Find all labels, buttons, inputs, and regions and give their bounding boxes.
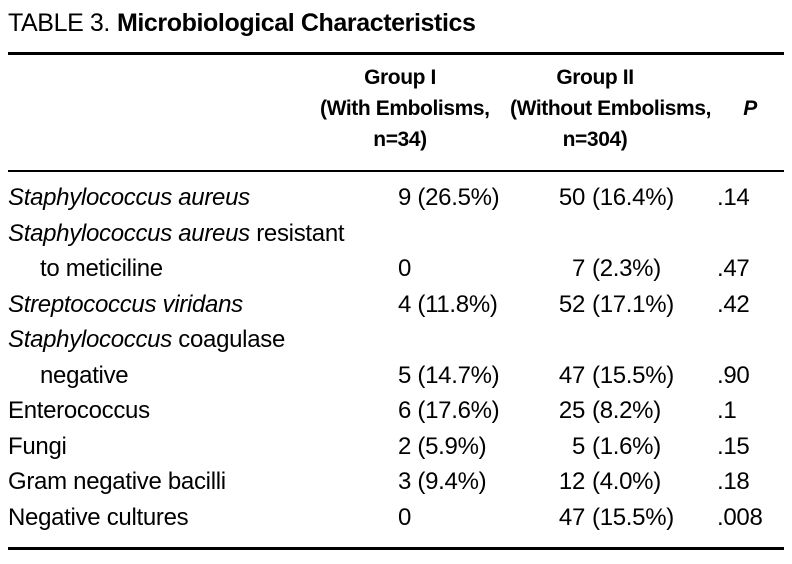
header-p-value: P [743,97,757,120]
group1-value [320,322,480,358]
header-empty-cell [8,62,320,155]
divider-header-rule [8,170,784,172]
paper-table-figure: TABLE 3. Microbiological Characteristics … [0,7,792,550]
row-label: Gram negative bacilli [8,464,320,500]
header-group1-line3: n=34) [373,128,427,151]
group2-count: 47 [558,503,585,531]
group2-count: 52 [558,290,585,318]
row-label: to meticiline [8,251,320,287]
group2-percent: (2.3%) [592,255,661,282]
table-row: Fungi 2 (5.9%) 5 (1.6%) .15 [8,429,784,465]
p-value: .1 [717,397,737,424]
group1-value: 5 (14.7%) [398,361,500,389]
group2-value: 7 (2.3%) [480,251,680,287]
group1-value: 0 [398,255,412,282]
table-row: Gram negative bacilli 3 (9.4%) 12 (4.0%) … [8,464,784,500]
group2-count: 7 [571,255,585,282]
p-value: .47 [717,255,750,282]
group2-percent: (17.1%) [592,290,674,318]
table-number-label: TABLE 3. [8,9,110,37]
group2-count: 5 [571,432,585,460]
row-label: Enterococcus [8,393,320,429]
row-label-text: to meticiline [40,255,163,282]
table-body: Staphylococcus aureus 9 (26.5%) 50 (16.4%… [8,172,784,535]
group2-percent: (4.0%) [592,468,661,495]
row-label: negative [8,358,320,394]
group2-count: 12 [558,468,585,495]
divider-bottom-rule [8,547,784,550]
row-label: Streptococcus viridans [8,287,320,323]
row-label-text: Enterococcus [8,397,150,424]
organism-name: Staphylococcus aureus [8,184,250,211]
group2-value: 25 (8.2%) [480,393,680,429]
divider-top-rule [8,52,784,55]
organism-name: Staphylococcus [8,326,172,353]
header-group1: Group I (With Embolisms, n=34) [320,62,490,155]
p-value: .90 [717,361,750,389]
group2-value [480,322,680,358]
p-value [680,216,784,252]
group1-value: 6 (17.6%) [398,397,500,424]
table-title: TABLE 3. Microbiological Characteristics [8,7,784,39]
group2-count: 25 [558,397,585,424]
header-group1-line1: Group I [364,66,436,89]
group2-value: 50 (16.4%) [480,180,680,216]
p-value: .18 [717,468,750,495]
row-label-text: resistant [249,219,345,247]
row-label-text: Negative cultures [8,503,189,531]
group2-value: 47 (15.5%) [480,500,680,536]
row-label: Fungi [8,429,320,465]
group2-percent: (16.4%) [592,184,674,211]
header-group2-line2: (Without Embolisms, [510,97,712,120]
group1-value: 0 [398,503,412,531]
row-label: Negative cultures [8,500,320,536]
group2-value [480,216,680,252]
table-row: to meticiline 0 7 (2.3%) .47 [8,251,784,287]
row-label-text: Gram negative bacilli [8,468,226,495]
row-label: Staphylococcus coagulase [8,322,320,358]
table-row: Negative cultures 0 47 (15.5%) .008 [8,500,784,536]
group2-value: 5 (1.6%) [480,429,680,465]
header-group2: Group II (Without Embolisms, n=304) [480,62,712,155]
header-group1-line2: (With Embolisms, [320,97,490,120]
group2-count: 50 [558,184,585,211]
organism-name: Staphylococcus aureus [8,219,250,247]
group2-percent: (15.5%) [592,361,674,389]
header-group2-line1: Group II [556,66,634,89]
group1-value [320,216,480,252]
group1-value: 9 (26.5%) [398,184,500,211]
table-row: Staphylococcus aureus 9 (26.5%) 50 (16.4%… [8,180,784,216]
group2-percent: (8.2%) [592,397,661,424]
group2-value: 12 (4.0%) [480,464,680,500]
p-value [680,322,784,358]
table-header-row: Group I (With Embolisms, n=34) Group II … [8,55,784,155]
row-label-text: coagulase [171,326,285,353]
table-row: Staphylococcus coagulase [8,322,784,358]
group2-count: 47 [558,361,585,389]
group2-value: 47 (15.5%) [480,358,680,394]
table-title-text: Microbiological Characteristics [116,9,476,37]
group2-percent: (1.6%) [592,432,661,460]
p-value: .15 [717,432,750,460]
row-label-text: negative [40,361,129,389]
group1-value: 4 (11.8%) [398,290,498,318]
table-row: Staphylococcus aureus resistant [8,216,784,252]
header-group2-line3: n=304) [562,128,628,151]
table-row: Streptococcus viridans 4 (11.8%) 52 (17.1… [8,287,784,323]
group2-percent: (15.5%) [592,503,674,531]
group1-value: 3 (9.4%) [398,468,487,495]
p-value: .14 [717,184,750,211]
row-label: Staphylococcus aureus resistant [8,216,345,252]
row-label-text: Fungi [8,432,67,460]
table-row: Enterococcus 6 (17.6%) 25 (8.2%) .1 [8,393,784,429]
p-value: .42 [717,290,750,318]
group1-value: 2 (5.9%) [398,432,487,460]
table-row: negative 5 (14.7%) 47 (15.5%) .90 [8,358,784,394]
group2-value: 52 (17.1%) [480,287,680,323]
row-label: Staphylococcus aureus [8,180,320,216]
p-value: .008 [717,503,763,531]
organism-name: Streptococcus viridans [8,290,243,318]
